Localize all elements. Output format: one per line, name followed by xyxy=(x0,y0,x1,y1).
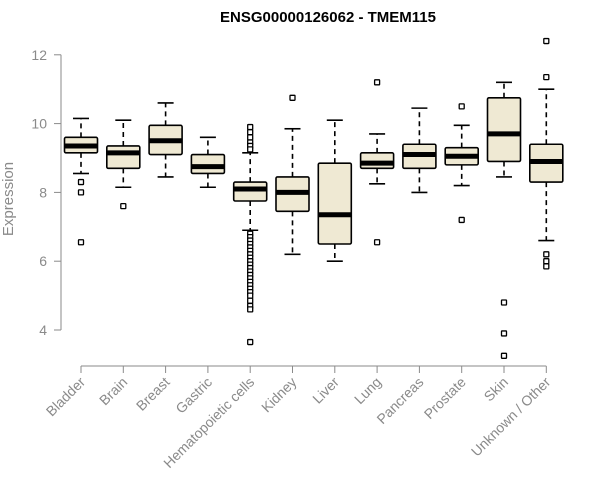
box xyxy=(232,181,268,202)
y-axis: 4 6 8 10 12 xyxy=(31,47,62,338)
x-tick-label: Kidney xyxy=(258,374,300,416)
outlier-point xyxy=(247,292,254,299)
outlier-point xyxy=(458,103,465,110)
x-tick-label: Prostate xyxy=(421,374,469,422)
outlier-point xyxy=(289,94,296,101)
x-tick-label: Bladder xyxy=(43,374,89,420)
x-tick-label: Brain xyxy=(96,374,130,408)
outlier-point xyxy=(247,306,254,313)
outlier-point xyxy=(247,146,254,153)
y-tick-label: 6 xyxy=(39,253,47,269)
outlier-point xyxy=(373,239,381,246)
box-group xyxy=(486,81,522,359)
box-group xyxy=(148,102,183,178)
box xyxy=(486,97,522,163)
y-tick-label: 4 xyxy=(39,322,47,338)
outlier-point xyxy=(500,299,508,306)
x-tick-label: Unknown / Other xyxy=(468,374,554,460)
box-group xyxy=(402,107,437,194)
y-tick-label: 12 xyxy=(31,47,47,63)
boxes xyxy=(63,37,564,359)
box-group xyxy=(232,123,268,346)
x-tick-label: Pancreas xyxy=(373,374,426,427)
box-group xyxy=(106,119,141,210)
box xyxy=(106,145,141,170)
box-group xyxy=(63,117,99,246)
outlier-point xyxy=(247,338,254,346)
y-tick-label: 10 xyxy=(31,116,47,132)
box xyxy=(359,152,395,170)
outlier-point xyxy=(77,189,85,196)
box-group xyxy=(317,119,353,263)
outlier-point xyxy=(373,79,381,86)
x-tick-label: Lung xyxy=(351,374,384,407)
box xyxy=(190,153,226,175)
x-tick-label: Liver xyxy=(309,374,342,407)
box-group xyxy=(190,136,226,189)
box-group xyxy=(359,79,395,246)
outlier-point xyxy=(543,37,550,45)
box xyxy=(317,162,353,245)
outlier-point xyxy=(77,178,85,186)
outlier-point xyxy=(543,74,550,81)
chart-title: ENSG00000126062 - TMEM115 xyxy=(220,9,436,26)
outlier-point xyxy=(500,352,508,359)
y-axis-label: Expression xyxy=(0,162,17,236)
outlier-point xyxy=(543,258,550,265)
box-group xyxy=(444,103,480,224)
outlier-point xyxy=(543,263,550,270)
box-group xyxy=(275,94,310,256)
outlier-point xyxy=(77,239,85,246)
outlier-point xyxy=(120,203,127,210)
outlier-point xyxy=(247,297,254,304)
y-tick-label: 8 xyxy=(39,184,47,200)
outlier-point xyxy=(543,251,550,258)
box-group xyxy=(528,37,564,270)
x-tick-label: Skin xyxy=(481,374,512,405)
outlier-point xyxy=(458,216,465,224)
outlier-point xyxy=(247,134,254,141)
outlier-point xyxy=(247,123,254,131)
outlier-point xyxy=(500,330,508,337)
x-tick-label: Breast xyxy=(133,374,173,414)
outlier-point xyxy=(247,129,254,136)
